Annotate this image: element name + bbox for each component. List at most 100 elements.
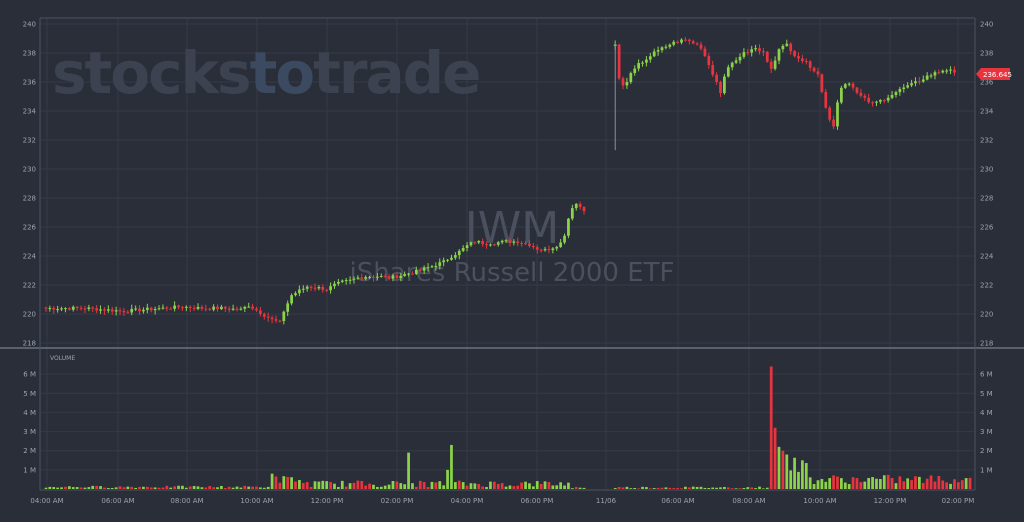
volume-bar xyxy=(118,486,122,489)
watermark-logo-part-2: to xyxy=(250,39,314,107)
volume-bar xyxy=(750,487,754,489)
volume-bar xyxy=(941,480,945,489)
candle-body xyxy=(676,41,679,43)
candle-body xyxy=(44,307,48,309)
candle-body xyxy=(446,259,449,261)
price-tick-label-right: 232 xyxy=(980,137,993,145)
candle-body xyxy=(442,260,446,263)
volume-tick-label-right: 4 M xyxy=(980,409,993,417)
volume-bar xyxy=(898,476,902,489)
candle-body xyxy=(83,308,87,310)
volume-bar xyxy=(216,487,219,489)
candle-body xyxy=(239,308,243,310)
volume-bar xyxy=(543,481,547,489)
volume-bar xyxy=(192,486,196,489)
volume-bar xyxy=(364,485,368,489)
volume-bar xyxy=(754,488,757,489)
candle-body xyxy=(325,289,329,291)
candle-body xyxy=(773,60,777,69)
candle-body xyxy=(625,82,629,86)
candle-body xyxy=(301,288,305,290)
price-tag-background xyxy=(976,68,1010,80)
candle-body xyxy=(840,87,843,103)
volume-bar xyxy=(656,487,660,489)
volume-bar xyxy=(99,486,102,489)
price-tick-label-right: 240 xyxy=(980,21,993,29)
candle-body xyxy=(270,317,274,320)
volume-bar xyxy=(477,483,481,489)
candle-body xyxy=(169,308,173,310)
volume-bar xyxy=(886,474,890,489)
candle-body xyxy=(130,308,134,313)
volume-bar xyxy=(247,486,251,489)
volume-bar xyxy=(481,486,485,489)
volume-bar xyxy=(177,485,180,489)
volume-bar xyxy=(949,483,952,489)
candle-body xyxy=(75,306,79,308)
volume-bar xyxy=(851,477,855,489)
volume-bar xyxy=(937,475,941,489)
volume-bar xyxy=(196,486,200,489)
candle-body xyxy=(582,207,586,212)
volume-bar xyxy=(418,480,422,489)
candle-body xyxy=(453,255,457,258)
candle-body xyxy=(563,235,566,243)
candle-body xyxy=(383,276,387,278)
volume-bar xyxy=(762,488,765,489)
volume-bar xyxy=(110,487,114,489)
candle-body xyxy=(528,243,531,246)
candle-body xyxy=(157,308,161,310)
candle-body xyxy=(645,59,648,63)
volume-tick-label-left: 1 M xyxy=(23,466,36,474)
volume-bar xyxy=(914,476,917,489)
price-tick-label-left: 240 xyxy=(23,21,36,29)
volume-bar xyxy=(403,484,407,489)
volume-bar xyxy=(929,475,933,489)
candle-body xyxy=(348,279,352,281)
volume-bar xyxy=(270,473,274,489)
volume-bar xyxy=(301,483,305,489)
candle-body xyxy=(921,79,925,82)
time-tick-label: 04:00 AM xyxy=(30,497,63,505)
candle-body xyxy=(329,286,332,291)
volume-bar xyxy=(411,483,414,489)
volume-bar xyxy=(438,481,442,489)
volume-bar xyxy=(925,478,929,489)
volume-tick-label-left: 5 M xyxy=(23,390,36,398)
grid xyxy=(40,18,975,490)
candle-body xyxy=(364,276,368,279)
volume-bar xyxy=(465,485,469,489)
candle-body xyxy=(114,310,118,312)
candle-body xyxy=(145,307,149,310)
candle-body xyxy=(496,242,500,245)
price-tick-label-left: 234 xyxy=(23,108,37,116)
volume-bar xyxy=(430,481,434,489)
volume-bar xyxy=(52,487,56,489)
volume-bar xyxy=(294,481,297,489)
candle-body xyxy=(715,74,718,82)
volume-bar xyxy=(309,486,313,489)
volume-bar xyxy=(56,487,60,489)
volume-bar xyxy=(461,482,465,489)
volume-bar xyxy=(801,460,804,489)
candle-body xyxy=(910,83,913,86)
volume-bar xyxy=(298,479,301,489)
volume-bar xyxy=(867,477,871,489)
volume-bar xyxy=(777,446,781,489)
candle-body xyxy=(949,69,952,71)
volume-bar xyxy=(372,484,375,489)
candle-body xyxy=(461,248,465,251)
candle-body xyxy=(574,203,578,209)
candle-body xyxy=(637,63,640,69)
volume-bar xyxy=(890,478,894,489)
candle-body xyxy=(161,307,165,309)
volume-bar xyxy=(758,486,761,489)
candle-body xyxy=(305,286,309,289)
price-tick-label-left: 224 xyxy=(23,253,37,261)
candle-body xyxy=(828,107,832,120)
volume-bar xyxy=(317,481,321,489)
candle-body xyxy=(871,102,874,104)
candle-body xyxy=(617,44,621,79)
volume-bar xyxy=(726,487,730,489)
